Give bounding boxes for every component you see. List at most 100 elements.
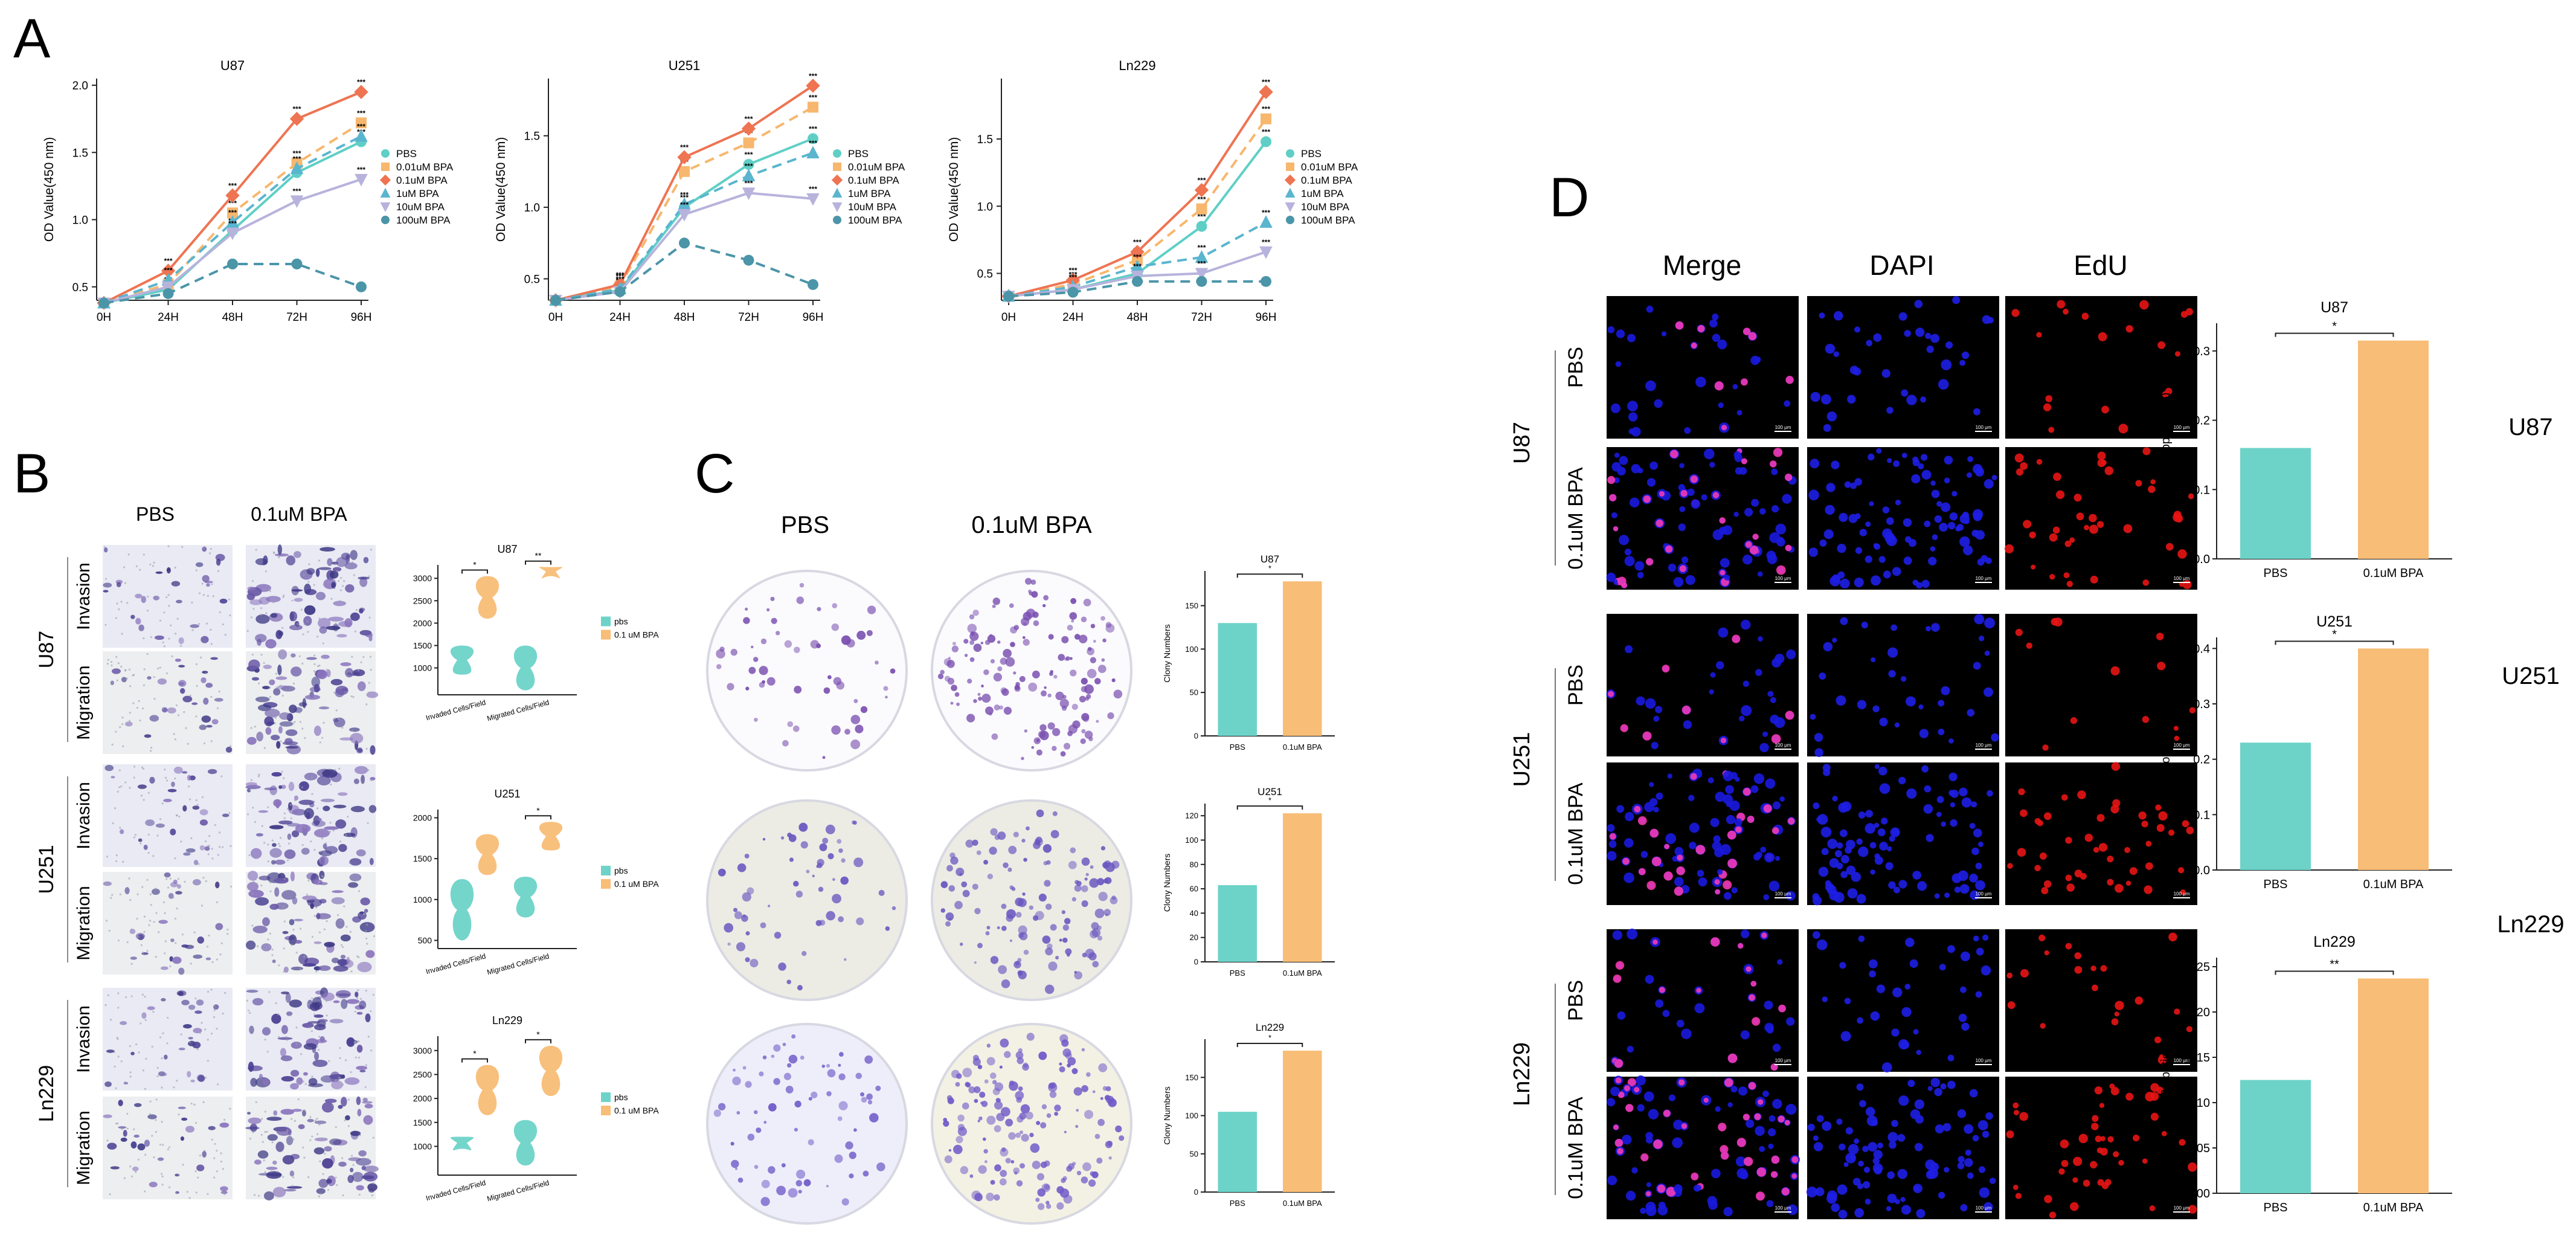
colony: [977, 943, 983, 949]
line-marker: [1261, 136, 1271, 147]
dapi-nucleus: [1858, 846, 1869, 857]
dapi-nucleus: [1903, 518, 1912, 527]
colony: [1023, 639, 1030, 646]
line-marker: [679, 237, 690, 249]
significance-mark: ***: [744, 115, 753, 123]
colony: [1073, 1087, 1082, 1096]
membrane-pore: [278, 655, 280, 657]
dapi-nucleus: [1894, 722, 1900, 728]
edu-nucleus: [2036, 332, 2042, 338]
dapi-nucleus: [1755, 356, 1761, 363]
colony: [866, 1093, 873, 1100]
dapi-nucleus: [1607, 1098, 1616, 1107]
membrane-pore: [337, 580, 340, 582]
x-tick-label: 72H: [1191, 311, 1212, 324]
line-marker: [98, 297, 109, 309]
colony: [742, 1066, 747, 1070]
stained-cell: [257, 639, 262, 646]
colony: [990, 659, 995, 664]
membrane-pore: [247, 1009, 250, 1012]
dapi-nucleus: [1810, 714, 1816, 720]
colony: [810, 640, 819, 649]
membrane-pore: [181, 546, 184, 548]
colony: [826, 1063, 830, 1068]
dapi-nucleus: [1847, 888, 1858, 899]
dapi-nucleus: [1856, 1083, 1864, 1091]
membrane-pore: [117, 1007, 120, 1009]
dapi-nucleus: [1863, 1167, 1871, 1173]
colony: [1040, 690, 1047, 697]
membrane-pore: [191, 1007, 193, 1009]
colony: [754, 717, 758, 722]
dapi-nucleus: [1624, 549, 1632, 556]
dapi-nucleus: [1973, 935, 1979, 942]
stained-cell: [302, 895, 316, 901]
membrane-pore: [339, 577, 342, 579]
edu-positive-nucleus: [1637, 816, 1647, 825]
colony: [751, 645, 754, 649]
membrane-pore: [220, 1152, 222, 1155]
membrane-pore: [283, 970, 285, 973]
stained-cell: [211, 719, 219, 725]
dapi-nucleus: [1695, 1184, 1702, 1191]
significance-bracket: [2275, 640, 2394, 645]
edu-positive-nucleus: [1656, 519, 1663, 527]
membrane-pore: [365, 930, 367, 932]
stained-cell: [289, 1170, 295, 1177]
dapi-nucleus: [1687, 488, 1695, 496]
membrane-pore: [168, 637, 170, 640]
membrane-pore: [268, 946, 271, 948]
colony: [967, 624, 977, 634]
stained-cell: [273, 1110, 278, 1116]
edu-positive-nucleus: [1785, 376, 1794, 384]
membrane-pore: [286, 808, 289, 810]
dapi-nucleus: [1959, 359, 1966, 366]
colony: [742, 892, 751, 902]
edu-nucleus: [2107, 878, 2114, 886]
stained-cell: [321, 1102, 334, 1113]
membrane-pore: [201, 582, 204, 585]
significance-mark: ***: [292, 155, 301, 163]
membrane-pore: [214, 824, 216, 827]
stained-cell: [272, 1187, 286, 1197]
stained-cell: [149, 715, 159, 722]
membrane-pore: [249, 1138, 252, 1140]
membrane-pore: [184, 880, 186, 883]
colony: [1035, 1197, 1040, 1202]
dapi-nucleus: [1868, 453, 1875, 461]
membrane-pore: [298, 655, 301, 657]
dapi-nucleus: [1865, 810, 1873, 818]
dapi-nucleus: [1983, 1202, 1993, 1212]
membrane-pore: [202, 594, 205, 596]
stained-cell: [119, 829, 124, 834]
edu-positive-nucleus: [1625, 1104, 1634, 1112]
stained-cell: [352, 669, 365, 677]
stained-cell: [272, 843, 277, 847]
significance-bracket: [1236, 1042, 1303, 1047]
colony: [945, 912, 954, 921]
colony: [977, 1065, 983, 1069]
membrane-pore: [155, 956, 158, 958]
membrane-pore: [347, 561, 350, 564]
membrane-pore: [247, 813, 249, 816]
membrane-pore: [159, 1036, 162, 1039]
dapi-nucleus: [1948, 772, 1958, 781]
dapi-nucleus: [1821, 848, 1829, 856]
stained-cell: [293, 918, 303, 921]
colony: [1094, 1133, 1100, 1139]
stained-cell: [318, 617, 331, 629]
significance-mark: ***: [1133, 238, 1142, 247]
legend-entry: pbs: [614, 617, 628, 627]
colony: [1009, 939, 1013, 943]
stained-cell: [359, 577, 368, 587]
colony: [951, 685, 957, 691]
colony: [1042, 844, 1052, 853]
dapi-nucleus: [1901, 1007, 1912, 1017]
stained-cell: [289, 611, 298, 622]
dapi-nucleus: [1964, 1124, 1974, 1134]
colony: [1028, 589, 1032, 593]
edu-nucleus: [2155, 804, 2162, 811]
membrane-pore: [257, 682, 260, 685]
membrane-pore: [218, 690, 220, 693]
c-col-label-bpa: 0.1uM BPA: [971, 512, 1092, 538]
